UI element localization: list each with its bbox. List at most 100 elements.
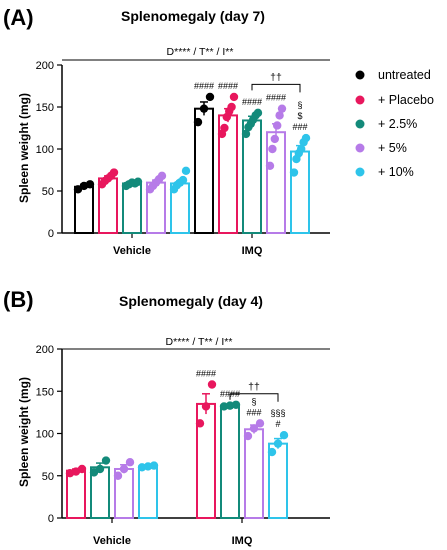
legend-marker-placebo — [355, 95, 365, 105]
panel-b-bar-placebo-imq-point — [201, 402, 211, 411]
panel-a-ytick-label: 150 — [36, 102, 54, 114]
panel-b-ytick-label: 200 — [36, 344, 54, 356]
panel-a-bar-2-5-imq-point — [253, 108, 263, 118]
panel-b-bar-10-vehicle-point — [149, 461, 159, 470]
panel-b-bar-5-vehicle-point — [113, 471, 123, 480]
panel-b-bar-placebo-imq-point — [207, 380, 217, 389]
panel-b-bar-5-imq-point — [255, 419, 265, 428]
panel-a-bar-placebo-imq-point — [227, 102, 236, 112]
panel-a-bar-5-vehicle-point — [157, 171, 167, 181]
panel-b-bar-placebo-vehicle-point — [77, 464, 87, 474]
panel-b-sig-10: # — [275, 419, 280, 429]
panel-a-bar-5-imq-point — [275, 111, 284, 120]
panel-b-sig-placebo: #### — [196, 368, 216, 378]
legend-marker-5 — [355, 143, 365, 153]
panel-a-bar-10-imq-point — [289, 168, 299, 177]
legend-label-10: + 10% — [378, 165, 414, 179]
panel-a-ytick-label: 50 — [42, 186, 54, 198]
panel-b-bracket — [229, 393, 279, 402]
panel-a-sig-10: $ — [297, 111, 302, 121]
panel-b-category-vehicle: Vehicle — [93, 535, 131, 547]
legend-label-untreated: untreated — [378, 68, 431, 82]
legend-marker-10 — [355, 167, 365, 177]
panel-b-bar-10-imq-point — [273, 439, 283, 448]
panel-a-title: Splenomegaly (day 7) — [121, 8, 265, 24]
panel-b-bar-5-imq-point — [243, 431, 253, 441]
panel-a-sig-2-5: #### — [242, 97, 262, 107]
panel-a-bracket-label: †† — [270, 71, 282, 83]
panel-a-bar-2-5-imq-point — [241, 129, 251, 139]
panel-a-bar-placebo-imq-point — [229, 92, 239, 102]
panel-a-ylabel: Spleen weight (mg) — [17, 93, 31, 203]
panel-a-sig-10: ### — [292, 122, 307, 132]
panel-b-ytick-label: 50 — [42, 471, 54, 483]
panel-b-ytick-label: 0 — [48, 513, 54, 525]
panel-b-bar-2-5-imq-point — [231, 400, 241, 409]
panel-b-stats: D**** / T** / I** — [166, 336, 233, 348]
panel-a-sig-placebo: #### — [218, 81, 238, 91]
panel-a-bar-5-imq-point — [265, 161, 275, 170]
panel-b-bar-10-vehicle — [138, 465, 158, 519]
legend-label-5: + 5% — [378, 141, 407, 155]
panel-b-bar-2-5-imq — [220, 404, 240, 519]
panel-a-bar-10-vehicle-point — [178, 175, 188, 185]
panel-b-bar-2-5-vehicle-point — [95, 464, 105, 474]
panel-a-bar-5-imq-point — [273, 121, 282, 130]
panel-a-category-vehicle: Vehicle — [113, 245, 151, 257]
panel-b-bar-10-imq-point — [279, 430, 289, 440]
panel-a-sig-5: #### — [266, 93, 286, 103]
panel-b-ylabel: Spleen weight (mg) — [17, 377, 31, 487]
panel-a-sig-untreated: #### — [194, 81, 214, 91]
legend-label-placebo: + Placebo — [378, 93, 434, 107]
panel-a-bar-10-imq — [290, 150, 310, 235]
panel-b-category-imq: IMQ — [232, 535, 253, 547]
legend-label-2-5: + 2.5% — [378, 117, 417, 131]
panel-b-bracket-label: †† — [248, 381, 260, 393]
panel-a-bar-untreated-imq-point — [205, 92, 215, 102]
panel-b-bar-2-5-vehicle-point — [101, 456, 111, 465]
panel-b-bar-5-vehicle-point — [125, 458, 135, 467]
panel-a-bar-2-5-vehicle — [122, 182, 142, 235]
panel-a-ytick-label: 200 — [36, 60, 54, 72]
panel-b-bar-placebo-vehicle — [66, 469, 86, 519]
panel-a-ytick-label: 100 — [36, 144, 54, 156]
panel-b-bar-placebo-imq-point — [195, 419, 205, 428]
panel-b-bar-5-imq — [244, 428, 264, 519]
panel-a-ytick-label: 0 — [48, 228, 54, 240]
panel-a-bar-10-imq-point — [301, 133, 311, 143]
panel-a-category-imq: IMQ — [242, 245, 263, 257]
panel-a-bar-untreated-imq-point — [193, 117, 203, 127]
panel-a-bracket — [251, 83, 301, 93]
panel-a-bar-10-imq-point — [297, 144, 306, 154]
panel-a-bar-5-imq-point — [268, 144, 277, 154]
panel-a-bar-placebo-vehicle-point — [109, 168, 119, 177]
panel-b-title: Splenomegaly (day 4) — [119, 293, 263, 309]
panel-a-bar-untreated-vehicle — [74, 185, 94, 235]
panel-a-bar-10-vehicle-point — [181, 166, 191, 176]
panel-a-bar-5-imq-point — [277, 104, 287, 113]
panel-b-bar-5-vehicle-point — [119, 464, 129, 474]
panel-b-ytick-label: 150 — [36, 386, 54, 398]
panel-a-bar-placebo-imq-point — [220, 123, 229, 133]
panel-a-bar-2-5-vehicle-point — [133, 177, 143, 186]
panel-b-bar-10-imq-point — [267, 447, 277, 457]
panel-b-sig-10: §§§ — [270, 408, 285, 418]
panel-b-sig-5: ### — [246, 407, 261, 417]
panel-a-bar-untreated-vehicle-point — [85, 180, 95, 189]
panel-a-label: (A) — [3, 5, 34, 30]
panel-b-sig-5: § — [251, 396, 256, 406]
legend-marker-2-5 — [355, 119, 365, 129]
panel-b-label: (B) — [3, 287, 34, 312]
panel-b-ytick-label: 100 — [36, 429, 54, 441]
legend: untreated + Placebo + 2.5% + 5% + 10% — [355, 68, 434, 179]
panel-b-bar-5-imq-point — [249, 424, 259, 433]
panel-a-stats: D**** / T** / I** — [167, 46, 234, 58]
panel-a-bar-untreated-imq — [194, 107, 214, 234]
panel-a-bar-5-imq-point — [270, 134, 279, 144]
panel-a-bar-untreated-imq-point — [199, 104, 209, 113]
panel-a-sig-10: § — [297, 100, 302, 110]
legend-marker-untreated — [355, 70, 365, 80]
